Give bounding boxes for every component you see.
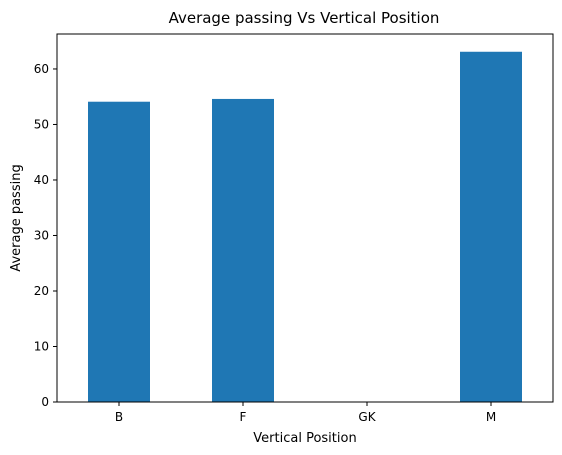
x-axis: B F GK M	[115, 402, 496, 424]
y-tick-label: 30	[34, 228, 49, 242]
y-tick-label: 10	[34, 339, 49, 353]
bar-f	[212, 98, 274, 403]
bar-m	[460, 51, 522, 402]
y-tick-label: 20	[34, 284, 49, 298]
plot-frame	[56, 33, 554, 403]
y-tick-label: 40	[34, 173, 49, 187]
x-tick-label: M	[486, 410, 496, 424]
y-tick-label: 0	[41, 395, 49, 409]
bar-b	[88, 101, 150, 403]
y-axis-label: Average passing	[9, 164, 24, 271]
x-axis-label: Vertical Position	[253, 431, 356, 446]
x-tick-label: GK	[358, 410, 376, 424]
x-tick-label: B	[115, 410, 123, 424]
x-tick-label: F	[240, 410, 247, 424]
y-tick-label: 50	[34, 117, 49, 131]
chart-title: Average passing Vs Vertical Position	[169, 9, 440, 27]
y-axis: 0 10 20 30 40 50 60	[34, 62, 57, 409]
y-tick-label: 60	[34, 62, 49, 76]
bars-group	[88, 51, 522, 403]
